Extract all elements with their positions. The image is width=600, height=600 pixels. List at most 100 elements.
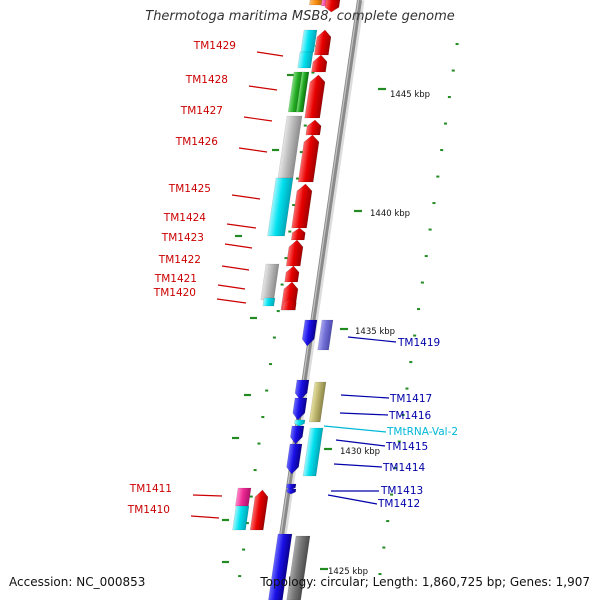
gene-block[interactable] [286, 535, 311, 600]
gene-label-text[interactable]: TMtRNA-Val-2 [386, 426, 458, 438]
gene-label-text[interactable]: TM1410 [127, 504, 170, 516]
gene-label-tm1412[interactable]: TM1412 [327, 494, 420, 510]
gene-arrow-tm1417b[interactable] [292, 397, 308, 421]
leader-line [256, 51, 284, 57]
gene-label-text[interactable]: TM1424 [163, 212, 207, 224]
leader-line [231, 194, 261, 200]
gene-label-tm1416[interactable]: TM1416 [339, 410, 432, 422]
leader-line [190, 515, 220, 519]
gene-arrow[interactable] [324, 0, 341, 13]
gene-label-text[interactable]: TM1413 [380, 485, 423, 497]
gene-arrow-tm1422[interactable] [284, 265, 300, 283]
gene-block-tm1421[interactable] [262, 297, 276, 307]
gene-block[interactable] [268, 533, 293, 600]
gene-label-tm1426[interactable]: TM1426 [175, 136, 268, 153]
ruler-kbp-label: 1435 kbp [355, 327, 395, 337]
gene-block[interactable] [297, 51, 314, 69]
backbone-highlight [270, 0, 360, 600]
gene-label-text[interactable]: TM1420 [153, 287, 196, 299]
gene-arrow-tm1428[interactable] [304, 74, 326, 119]
gene-label-tm1428[interactable]: TM1428 [185, 74, 278, 91]
leader-line [221, 265, 250, 271]
leader-line [192, 494, 223, 497]
gene-block-tm1410[interactable] [232, 505, 250, 531]
gene-block-tm1416[interactable] [308, 381, 327, 423]
gene-label-text[interactable]: TM1429 [193, 40, 236, 52]
leader-line [323, 425, 387, 433]
leader-line [347, 336, 397, 343]
gene-block-tm1411[interactable] [235, 487, 252, 507]
ruler-kbp-label: 1430 kbp [340, 447, 380, 457]
gene-arrow-tm1415[interactable] [289, 425, 305, 445]
gene-label-tm1410[interactable]: TM1410 [127, 504, 220, 519]
gene-label-tm1429[interactable]: TM1429 [193, 40, 284, 57]
gene-label-tm1424[interactable]: TM1424 [163, 212, 257, 229]
gene-arrow-tm1429[interactable] [314, 29, 332, 56]
leader-line [339, 412, 389, 416]
ruler-kbp-label: 1425 kbp [328, 567, 368, 577]
gene-label-tmtrna-val-2[interactable]: TMtRNA-Val-2 [323, 425, 458, 438]
gene-arrow-tm1413[interactable] [286, 483, 297, 491]
gene-label-text[interactable]: TM1412 [377, 498, 420, 510]
leader-line [216, 298, 247, 304]
gene-block-tm1422[interactable] [260, 263, 280, 301]
gene-label-text[interactable]: TM1417 [389, 393, 432, 405]
gene-arrow-tm1426[interactable] [297, 134, 320, 183]
gene-label-text[interactable]: TM1416 [388, 410, 432, 422]
gene-label-text[interactable]: TM1421 [154, 273, 197, 285]
genome-title: Thermotoga maritima MSB8, complete genom… [145, 9, 455, 24]
leader-line [224, 243, 253, 249]
gene-block-tm1426[interactable] [277, 115, 303, 179]
leader-line [335, 439, 386, 447]
gene-label-tm1413[interactable]: TM1413 [331, 485, 423, 497]
leader-line [333, 463, 383, 468]
gene-arrow-tm1419[interactable] [301, 319, 318, 347]
gene-block-tm1429[interactable] [300, 29, 318, 53]
gene-arrow[interactable] [311, 54, 328, 73]
gene-label-text[interactable]: TM1426 [175, 136, 219, 148]
gene-block-tm1419[interactable] [317, 319, 334, 351]
ruler-kbp-label: 1440 kbp [370, 209, 410, 219]
ruler-ticks [222, 43, 459, 578]
gene-block-tm1414[interactable] [302, 427, 324, 477]
gene-arrow-tm1425[interactable] [291, 183, 313, 229]
gene-label-tm1423[interactable]: TM1423 [161, 232, 253, 249]
leader-line [243, 116, 273, 122]
gene-label-tm1411[interactable]: TM1411 [129, 483, 223, 497]
gene-label-tm1417[interactable]: TM1417 [340, 393, 432, 405]
gene-label-text[interactable]: TM1414 [382, 462, 426, 474]
gene-label-tm1414[interactable]: TM1414 [333, 462, 426, 474]
leader-line [340, 394, 390, 399]
gene-label-tm1421[interactable]: TM1421 [154, 273, 246, 290]
gene-label-text[interactable]: TM1425 [168, 183, 211, 195]
gene-arrow-tm1420[interactable] [281, 297, 297, 311]
gene-arrow-tm1414[interactable] [286, 443, 303, 475]
gene-arrow-tm1424[interactable] [290, 227, 306, 241]
gene-label-tm1419[interactable]: TM1419 [347, 336, 440, 349]
gene-block-tm1425[interactable] [267, 177, 294, 237]
gene-arrow-tm1410[interactable] [249, 489, 269, 531]
gene-label-tm1415[interactable]: TM1415 [335, 439, 428, 453]
gene-arrow-trna-val-2[interactable] [294, 419, 306, 427]
gene-label-text[interactable]: TM1423 [161, 232, 204, 244]
gene-arrow-tm1427[interactable] [305, 119, 322, 136]
gene-label-text[interactable]: TM1422 [158, 254, 201, 266]
gene-label-tm1425[interactable]: TM1425 [168, 183, 261, 200]
gene-block[interactable] [308, 0, 323, 6]
gene-block[interactable] [295, 71, 310, 113]
gene-arrow-tm1417[interactable] [294, 379, 310, 401]
gene-label-text[interactable]: TM1427 [180, 105, 223, 117]
gene-label-tm1422[interactable]: TM1422 [158, 254, 250, 271]
gene-label-text[interactable]: TM1415 [385, 441, 428, 453]
gene-label-text[interactable]: TM1411 [129, 483, 172, 495]
gene-arrow-tm1412[interactable] [286, 488, 297, 495]
gene-arrow-tm1423[interactable] [285, 239, 304, 267]
gene-label-tm1427[interactable]: TM1427 [180, 105, 273, 122]
gene-label-text[interactable]: TM1428 [185, 74, 228, 86]
ruler-kbp-label: 1445 kbp [390, 90, 430, 100]
leader-line [238, 147, 268, 153]
gene-label-tm1420[interactable]: TM1420 [153, 287, 247, 304]
topology-text: Topology: circular; Length: 1,860,725 bp… [260, 575, 590, 589]
gene-label-text[interactable]: TM1419 [397, 337, 440, 349]
